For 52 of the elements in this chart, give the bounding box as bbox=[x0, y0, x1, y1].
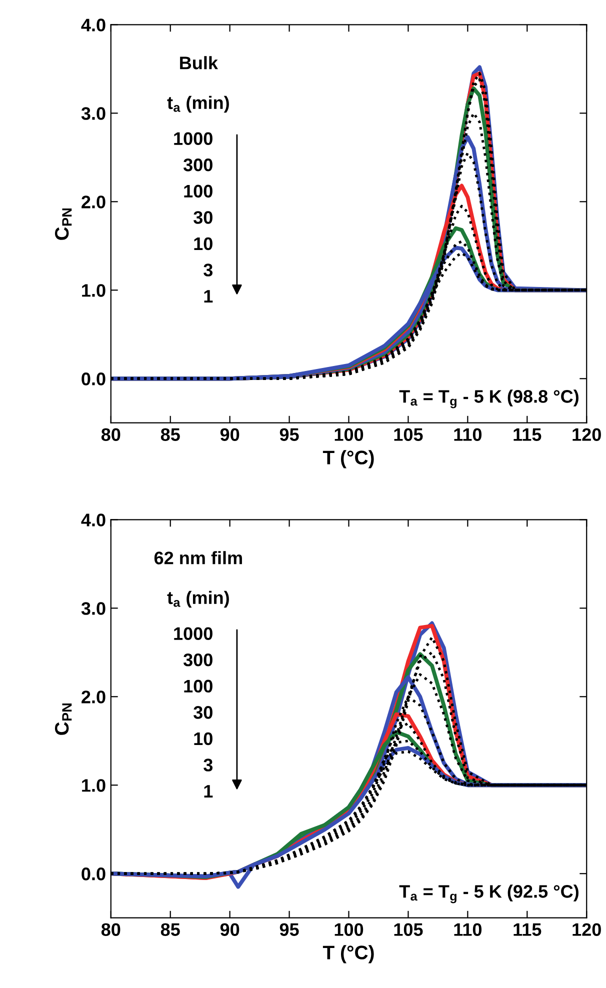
y-tick-label: 3.0 bbox=[81, 107, 106, 120]
annotation: 100 bbox=[184, 680, 212, 693]
y-tick-label: 4.0 bbox=[81, 18, 106, 32]
annotation: Bulk bbox=[180, 56, 218, 70]
x-tick-label: 80 bbox=[101, 923, 120, 936]
x-tick-label: 105 bbox=[394, 428, 423, 441]
x-tick-label: 85 bbox=[160, 428, 180, 441]
annotation: t$_{a}$ (min) bbox=[167, 96, 229, 113]
annotation: t$_{a}$ (min) bbox=[167, 590, 229, 608]
annotation: 30 bbox=[194, 706, 212, 719]
y-tick-label: 4.0 bbox=[81, 514, 106, 526]
x-tick-label: 100 bbox=[334, 428, 364, 441]
y-tick-label: 1.0 bbox=[82, 284, 106, 297]
x-axis-title: T (°C) bbox=[322, 945, 374, 964]
y-tick-label: 2.0 bbox=[82, 690, 106, 704]
annotation: 62 nm film bbox=[154, 551, 242, 564]
annotation: 1 bbox=[204, 785, 213, 798]
annotation: 3 bbox=[204, 758, 213, 772]
y-tick-label: 3.0 bbox=[81, 602, 106, 615]
annotation: T$_{a}$ = T$_{g}$ - 5 K (92.5 °C) bbox=[399, 884, 578, 904]
y-tick-label: 0.0 bbox=[82, 868, 106, 880]
x-tick-label: 95 bbox=[280, 428, 299, 441]
annotation: 10 bbox=[194, 732, 212, 746]
annotation: 10 bbox=[194, 237, 212, 250]
x-tick-label: 120 bbox=[572, 428, 601, 441]
x-tick-label: 80 bbox=[101, 428, 120, 441]
annotation: 1000 bbox=[174, 132, 212, 146]
x-tick-label: 115 bbox=[514, 923, 542, 936]
annotation: T$_{a}$ = T$_{g}$ - 5 K (98.8 °C) bbox=[399, 390, 578, 408]
annotation: 1000 bbox=[174, 627, 212, 640]
annotation: 100 bbox=[184, 184, 212, 198]
x-tick-label: 85 bbox=[160, 923, 180, 936]
x-tick-label: 90 bbox=[220, 428, 240, 441]
x-tick-label: 90 bbox=[220, 923, 240, 936]
annotation: 300 bbox=[183, 653, 212, 666]
y-axis-title: C$_{PN}$ bbox=[54, 208, 72, 240]
x-tick-label: 115 bbox=[514, 428, 542, 441]
x-tick-label: 100 bbox=[334, 923, 364, 936]
annotation: 1 bbox=[204, 290, 213, 303]
annotation: 300 bbox=[183, 158, 212, 172]
x-tick-label: 110 bbox=[454, 923, 482, 936]
y-tick-label: 0.0 bbox=[82, 372, 106, 386]
x-tick-label: 95 bbox=[280, 923, 299, 936]
x-axis-title: T (°C) bbox=[322, 450, 374, 468]
annotation: 30 bbox=[194, 211, 212, 224]
annotation: 3 bbox=[204, 264, 213, 276]
x-tick-label: 105 bbox=[394, 923, 423, 936]
x-tick-label: 110 bbox=[454, 428, 482, 441]
x-tick-label: 120 bbox=[572, 923, 601, 936]
y-tick-label: 1.0 bbox=[82, 779, 106, 792]
y-tick-label: 2.0 bbox=[82, 196, 106, 208]
y-axis-title: C$_{PN}$ bbox=[54, 703, 72, 735]
